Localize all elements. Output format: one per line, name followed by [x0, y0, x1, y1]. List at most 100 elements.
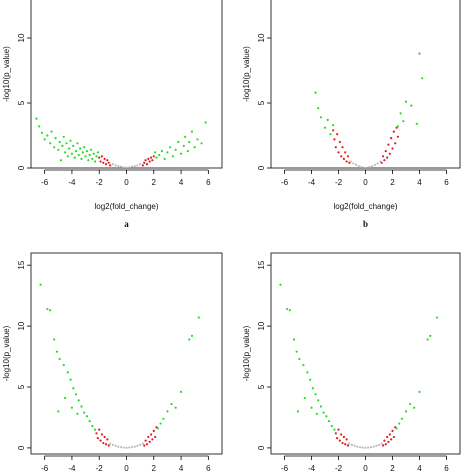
data-point	[64, 396, 67, 400]
data-point	[99, 160, 102, 163]
data-point	[367, 446, 370, 449]
x-tick-label: -6	[41, 178, 49, 187]
data-point	[340, 433, 343, 436]
data-point	[279, 283, 282, 286]
data-point	[49, 309, 52, 312]
data-point	[334, 432, 337, 435]
data-point	[136, 444, 139, 447]
panel-label: b	[363, 219, 368, 229]
data-point	[69, 139, 72, 142]
data-point	[322, 411, 325, 414]
data-point	[102, 161, 105, 164]
data-point	[95, 155, 98, 158]
data-point	[170, 402, 173, 406]
data-point	[109, 442, 112, 445]
data-point	[390, 137, 393, 140]
y-tick-label: 15	[257, 260, 266, 269]
data-point	[174, 148, 177, 151]
data-point	[380, 161, 383, 164]
data-point	[91, 424, 94, 428]
data-point	[145, 163, 149, 166]
data-point	[337, 428, 340, 431]
data-point	[346, 444, 350, 447]
data-point	[341, 146, 344, 149]
data-point	[83, 146, 86, 149]
y-tick-label: 0	[17, 445, 26, 450]
data-point	[54, 137, 57, 140]
data-point	[84, 155, 87, 158]
data-point	[421, 77, 424, 80]
data-point	[286, 307, 289, 311]
y-axis-title: -log10(p_value)	[242, 46, 251, 102]
data-point	[377, 443, 381, 446]
data-point	[404, 410, 408, 413]
data-point	[310, 406, 313, 409]
data-point	[119, 165, 123, 168]
data-point	[402, 120, 405, 123]
data-point	[151, 438, 154, 441]
data-point	[89, 148, 93, 151]
data-point	[171, 155, 174, 158]
data-point	[103, 157, 106, 160]
data-point	[152, 429, 155, 432]
data-point	[57, 410, 60, 413]
data-point	[69, 378, 72, 381]
data-point	[46, 307, 49, 311]
data-point	[360, 165, 363, 168]
x-tick-label: -2	[335, 464, 343, 473]
data-point	[345, 160, 348, 163]
data-point	[111, 443, 114, 446]
data-point	[413, 406, 416, 409]
x-tick-label: 6	[206, 178, 211, 187]
data-point	[392, 435, 395, 439]
data-point	[114, 164, 117, 167]
data-point	[333, 138, 336, 141]
data-point	[59, 159, 63, 162]
data-point	[375, 444, 378, 447]
data-point	[418, 52, 421, 55]
x-tick-label: 6	[206, 464, 211, 473]
data-point	[46, 134, 49, 137]
data-point	[38, 125, 41, 128]
x-tick-label: -2	[335, 178, 343, 187]
data-point	[125, 446, 128, 449]
data-point	[372, 445, 375, 448]
y-tick-label: 5	[257, 384, 266, 389]
data-point	[359, 446, 362, 449]
data-point	[98, 156, 101, 159]
data-point	[182, 144, 185, 147]
data-point	[315, 412, 318, 415]
data-point	[361, 446, 364, 449]
data-point	[383, 159, 386, 162]
data-point	[292, 338, 296, 341]
data-point	[314, 393, 317, 396]
volcano-panel-2: 0 5 10 -6 -4 -2 0 2 4 6 -log10(p_value) log2(fold_c…	[242, 0, 461, 229]
data-point	[302, 363, 305, 367]
data-point	[332, 124, 335, 127]
data-point	[107, 161, 110, 164]
data-point	[387, 143, 390, 146]
data-point	[130, 165, 134, 168]
data-point	[81, 151, 84, 154]
data-point	[152, 155, 155, 158]
data-point	[128, 446, 131, 449]
data-point	[354, 163, 358, 166]
data-points	[279, 283, 439, 449]
x-tick-label: 4	[179, 178, 184, 187]
y-tick-label: 10	[17, 33, 26, 42]
x-axis-title: log2(fold_change)	[94, 202, 158, 211]
data-point	[53, 146, 56, 149]
data-point	[136, 164, 139, 167]
y-axis-title: -log10(p_value)	[242, 325, 251, 381]
data-point	[94, 160, 97, 163]
data-point	[392, 130, 395, 133]
data-point	[341, 441, 344, 445]
data-point	[35, 117, 38, 120]
data-point	[381, 444, 385, 447]
data-point	[144, 439, 147, 442]
data-point	[381, 155, 385, 158]
data-point	[149, 156, 153, 159]
data-point	[383, 439, 386, 442]
data-point	[333, 428, 336, 431]
data-point	[66, 371, 69, 374]
